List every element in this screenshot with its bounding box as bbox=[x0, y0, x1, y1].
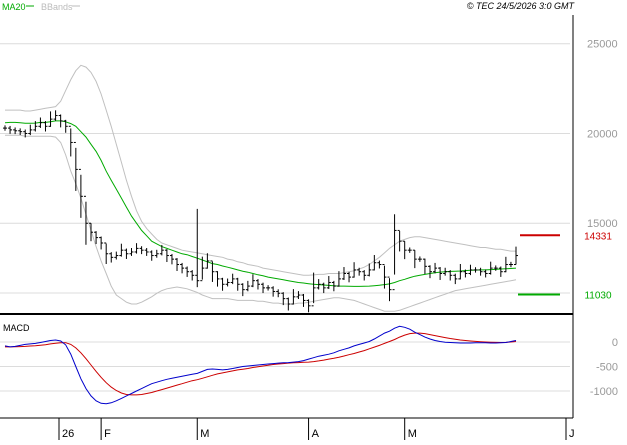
macd-y-tick-label: -500 bbox=[596, 362, 618, 374]
macd-y-tick-label: 0 bbox=[612, 337, 618, 349]
price-y-axis: 25000 20000 15000 bbox=[587, 39, 618, 231]
ma20-line bbox=[4, 120, 517, 287]
price-y-tick-label: 15000 bbox=[587, 218, 618, 230]
panel-frames bbox=[0, 15, 574, 419]
price-y-tick-label: 25000 bbox=[587, 39, 618, 51]
macd-grid bbox=[0, 341, 570, 392]
bb-lower-line bbox=[5, 134, 517, 312]
x-axis-tick-label: M bbox=[408, 428, 417, 440]
x-axis-tick-label: 26 bbox=[62, 428, 74, 440]
support-level-label: 11030 bbox=[584, 291, 612, 302]
price-y-tick-label: 20000 bbox=[587, 128, 618, 140]
legend-bbands-label: BBands bbox=[41, 2, 73, 12]
bb-upper-line bbox=[5, 64, 516, 276]
x-axis-tick-label: M bbox=[200, 428, 209, 440]
macd-lines bbox=[4, 325, 517, 405]
copyright-text: © TEC 24/5/2026 3:0 GMT bbox=[467, 1, 576, 11]
price-bars bbox=[3, 110, 518, 313]
ma20-layer bbox=[4, 120, 517, 287]
macd-signal-line bbox=[5, 332, 517, 396]
macd-y-tick-label: -1000 bbox=[590, 386, 618, 398]
bollinger-bands bbox=[5, 64, 517, 312]
macd-y-axis: 0 -500 -1000 bbox=[590, 337, 618, 398]
x-axis-tick-label: A bbox=[312, 428, 320, 440]
macd-line bbox=[4, 325, 517, 405]
x-axis: 26 F M A M J bbox=[58, 418, 575, 440]
price-grid bbox=[0, 43, 570, 294]
price-levels: 14331 11030 bbox=[518, 231, 612, 302]
macd-panel-label: MACD bbox=[3, 323, 30, 333]
x-axis-tick-label: F bbox=[104, 428, 111, 440]
resistance-level-label: 14331 bbox=[584, 231, 612, 242]
legend-ma20-label: MA20 bbox=[2, 2, 26, 12]
x-axis-tick-label: J bbox=[569, 428, 575, 440]
